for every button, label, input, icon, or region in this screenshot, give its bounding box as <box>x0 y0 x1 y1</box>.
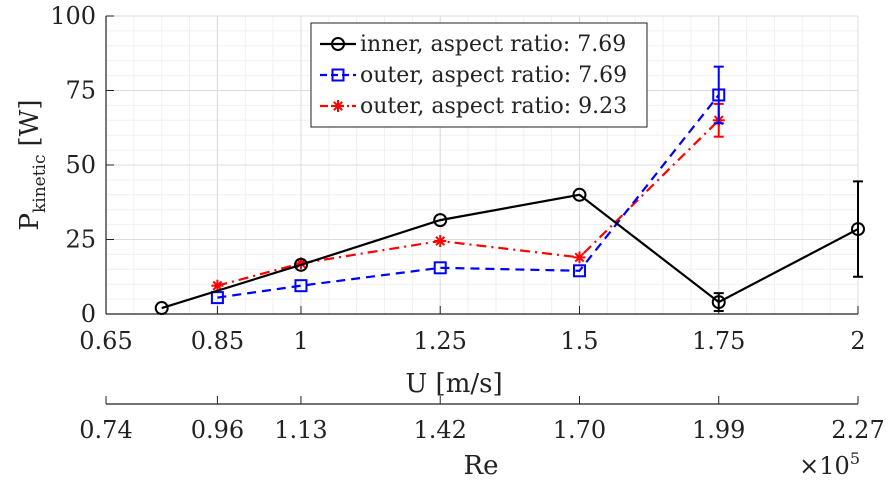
asterisk-stroke <box>333 101 343 111</box>
y-tick-label: 0 <box>81 300 96 328</box>
secondary-axis: 0.74 0.96 1.13 1.42 1.70 1.99 2.27 <box>79 396 885 444</box>
legend: inner, aspect ratio: 7.69 outer, aspect r… <box>310 22 648 128</box>
square-marker <box>572 264 586 278</box>
y-axis-label-unit: [W] <box>15 99 45 146</box>
square-marker <box>331 68 345 82</box>
legend-item: outer, aspect ratio: 9.23 <box>320 94 627 119</box>
circle-marker <box>331 37 345 51</box>
x-tick-label: 1.75 <box>692 327 745 355</box>
x-tick-label: 1 <box>293 327 308 355</box>
square-marker <box>294 279 308 293</box>
series-line <box>217 94 720 299</box>
secondary-tick-label: 1.99 <box>692 416 745 444</box>
legend-item: outer, aspect ratio: 7.69 <box>320 63 627 88</box>
y-tick-label: 100 <box>50 2 96 30</box>
y-axis-label-sub: kinetic <box>30 154 50 213</box>
legend-box <box>310 22 648 128</box>
y-tick-label: 25 <box>65 226 96 254</box>
circle-marker <box>433 213 448 228</box>
multiplier-exponent: 5 <box>850 449 860 468</box>
multiplier-base: ×10 <box>799 452 850 480</box>
asterisk-stroke <box>212 280 223 291</box>
x-tick-label: 1.5 <box>560 327 598 355</box>
x-tick-label: 1.25 <box>414 327 467 355</box>
x-tick-label: 2 <box>850 327 865 355</box>
x-tick-label: 0.85 <box>191 327 244 355</box>
asterisk-stroke <box>435 236 446 246</box>
secondary-tick-label: 0.96 <box>191 416 244 444</box>
secondary-tick-label: 1.70 <box>553 416 606 444</box>
legend-label: outer, aspect ratio: 7.69 <box>360 63 627 88</box>
secondary-tick-label: 1.13 <box>274 416 327 444</box>
series-line <box>161 193 859 310</box>
y-tick-label: 75 <box>65 77 96 105</box>
circle-marker <box>154 301 169 316</box>
y-axis-label-main: P <box>15 213 45 231</box>
series-layer <box>154 65 865 316</box>
square-marker <box>433 261 447 275</box>
y-axis-label: Pkinetic [W] <box>15 99 50 230</box>
legend-label: inner, aspect ratio: 7.69 <box>360 32 626 57</box>
series-0 <box>154 180 865 316</box>
tick-labels: 0.65 0.85 1 1.25 1.5 1.75 2 0 25 50 75 100 <box>50 2 865 355</box>
asterisk-stroke <box>574 252 585 263</box>
square-marker <box>210 291 224 305</box>
circle-marker <box>711 295 726 310</box>
secondary-tick-label: 2.27 <box>831 416 884 444</box>
secondary-tick-label: 0.74 <box>79 416 132 444</box>
secondary-axis-multiplier: ×105 <box>799 449 860 480</box>
asterisk-marker <box>332 100 344 112</box>
x-axis-label: U [m/s] <box>405 369 502 399</box>
circle-marker <box>572 187 587 202</box>
circle-marker <box>293 257 308 272</box>
legend-item: inner, aspect ratio: 7.69 <box>320 32 626 57</box>
secondary-tick-label: 1.42 <box>414 416 467 444</box>
asterisk-marker <box>434 234 447 247</box>
asterisk-marker <box>573 251 586 264</box>
x-tick-label: 0.65 <box>79 327 132 355</box>
square-marker <box>712 88 726 102</box>
circle-marker <box>851 222 865 237</box>
series-1 <box>210 65 726 305</box>
axes <box>105 15 859 315</box>
legend-label: outer, aspect ratio: 9.23 <box>360 94 627 119</box>
secondary-axis-label: Re <box>464 451 499 481</box>
y-tick-label: 50 <box>65 151 96 179</box>
